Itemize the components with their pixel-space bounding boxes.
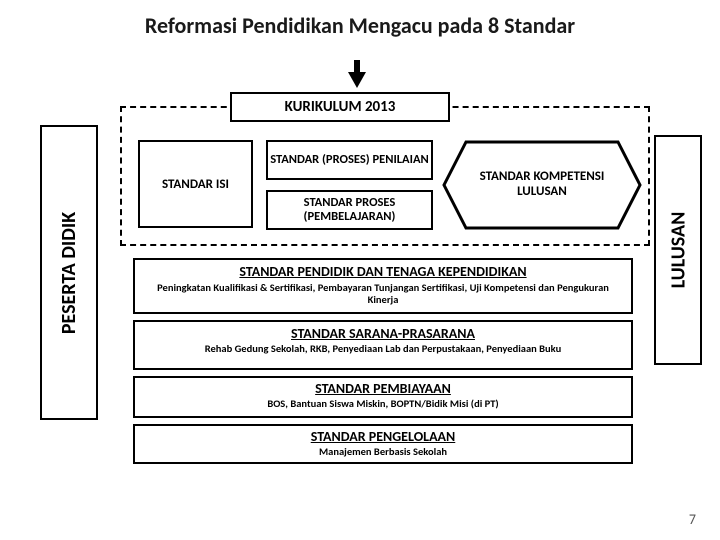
kompetensi-lulusan-hex: STANDAR KOMPETENSI LULUSAN — [442, 140, 642, 230]
lulusan-sidebar: LULUSAN — [654, 135, 702, 365]
arrow-down-icon — [348, 72, 366, 88]
standar-isi-box: STANDAR ISI — [138, 140, 253, 228]
standar-pembiayaan-header: STANDAR PEMBIAYAAN — [141, 380, 625, 397]
lulusan-label: LULUSAN — [666, 212, 690, 289]
standar-sarana-box: STANDAR SARANA-PRASARANA Rehab Gedung Se… — [133, 320, 633, 370]
standar-pendidik-box: STANDAR PENDIDIK DAN TENAGA KEPENDIDIKAN… — [133, 258, 633, 314]
standar-pembiayaan-box: STANDAR PEMBIAYAAN BOS, Bantuan Siswa Mi… — [133, 376, 633, 418]
standar-penilaian-box: STANDAR (PROSES) PENILAIAN — [266, 140, 433, 180]
peserta-didik-sidebar: PESERTA DIDIK — [40, 125, 98, 420]
standar-pendidik-header: STANDAR PENDIDIK DAN TENAGA KEPENDIDIKAN — [141, 263, 625, 280]
peserta-didik-label: PESERTA DIDIK — [57, 211, 81, 333]
standar-pengelolaan-header: STANDAR PENGELOLAAN — [141, 428, 625, 445]
page-number: 7 — [689, 511, 696, 528]
standar-pendidik-sub: Peningkatan Kualifikasi & Sertifikasi, P… — [141, 282, 625, 306]
standar-pengelolaan-sub: Manajemen Berbasis Sekolah — [141, 446, 625, 458]
kompetensi-lulusan-label: STANDAR KOMPETENSI LULUSAN — [442, 140, 642, 230]
kurikulum-box: KURIKULUM 2013 — [230, 92, 450, 122]
page-title: Reformasi Pendidikan Mengacu pada 8 Stan… — [0, 0, 720, 39]
standar-pembiayaan-sub: BOS, Bantuan Siswa Miskin, BOPTN/Bidik M… — [141, 398, 625, 410]
standar-pengelolaan-box: STANDAR PENGELOLAAN Manajemen Berbasis S… — [133, 424, 633, 464]
standar-sarana-sub: Rehab Gedung Sekolah, RKB, Penyediaan La… — [141, 343, 625, 355]
standar-sarana-header: STANDAR SARANA-PRASARANA — [141, 325, 625, 342]
standar-proses-box: STANDAR PROSES (PEMBELAJARAN) — [266, 190, 433, 230]
